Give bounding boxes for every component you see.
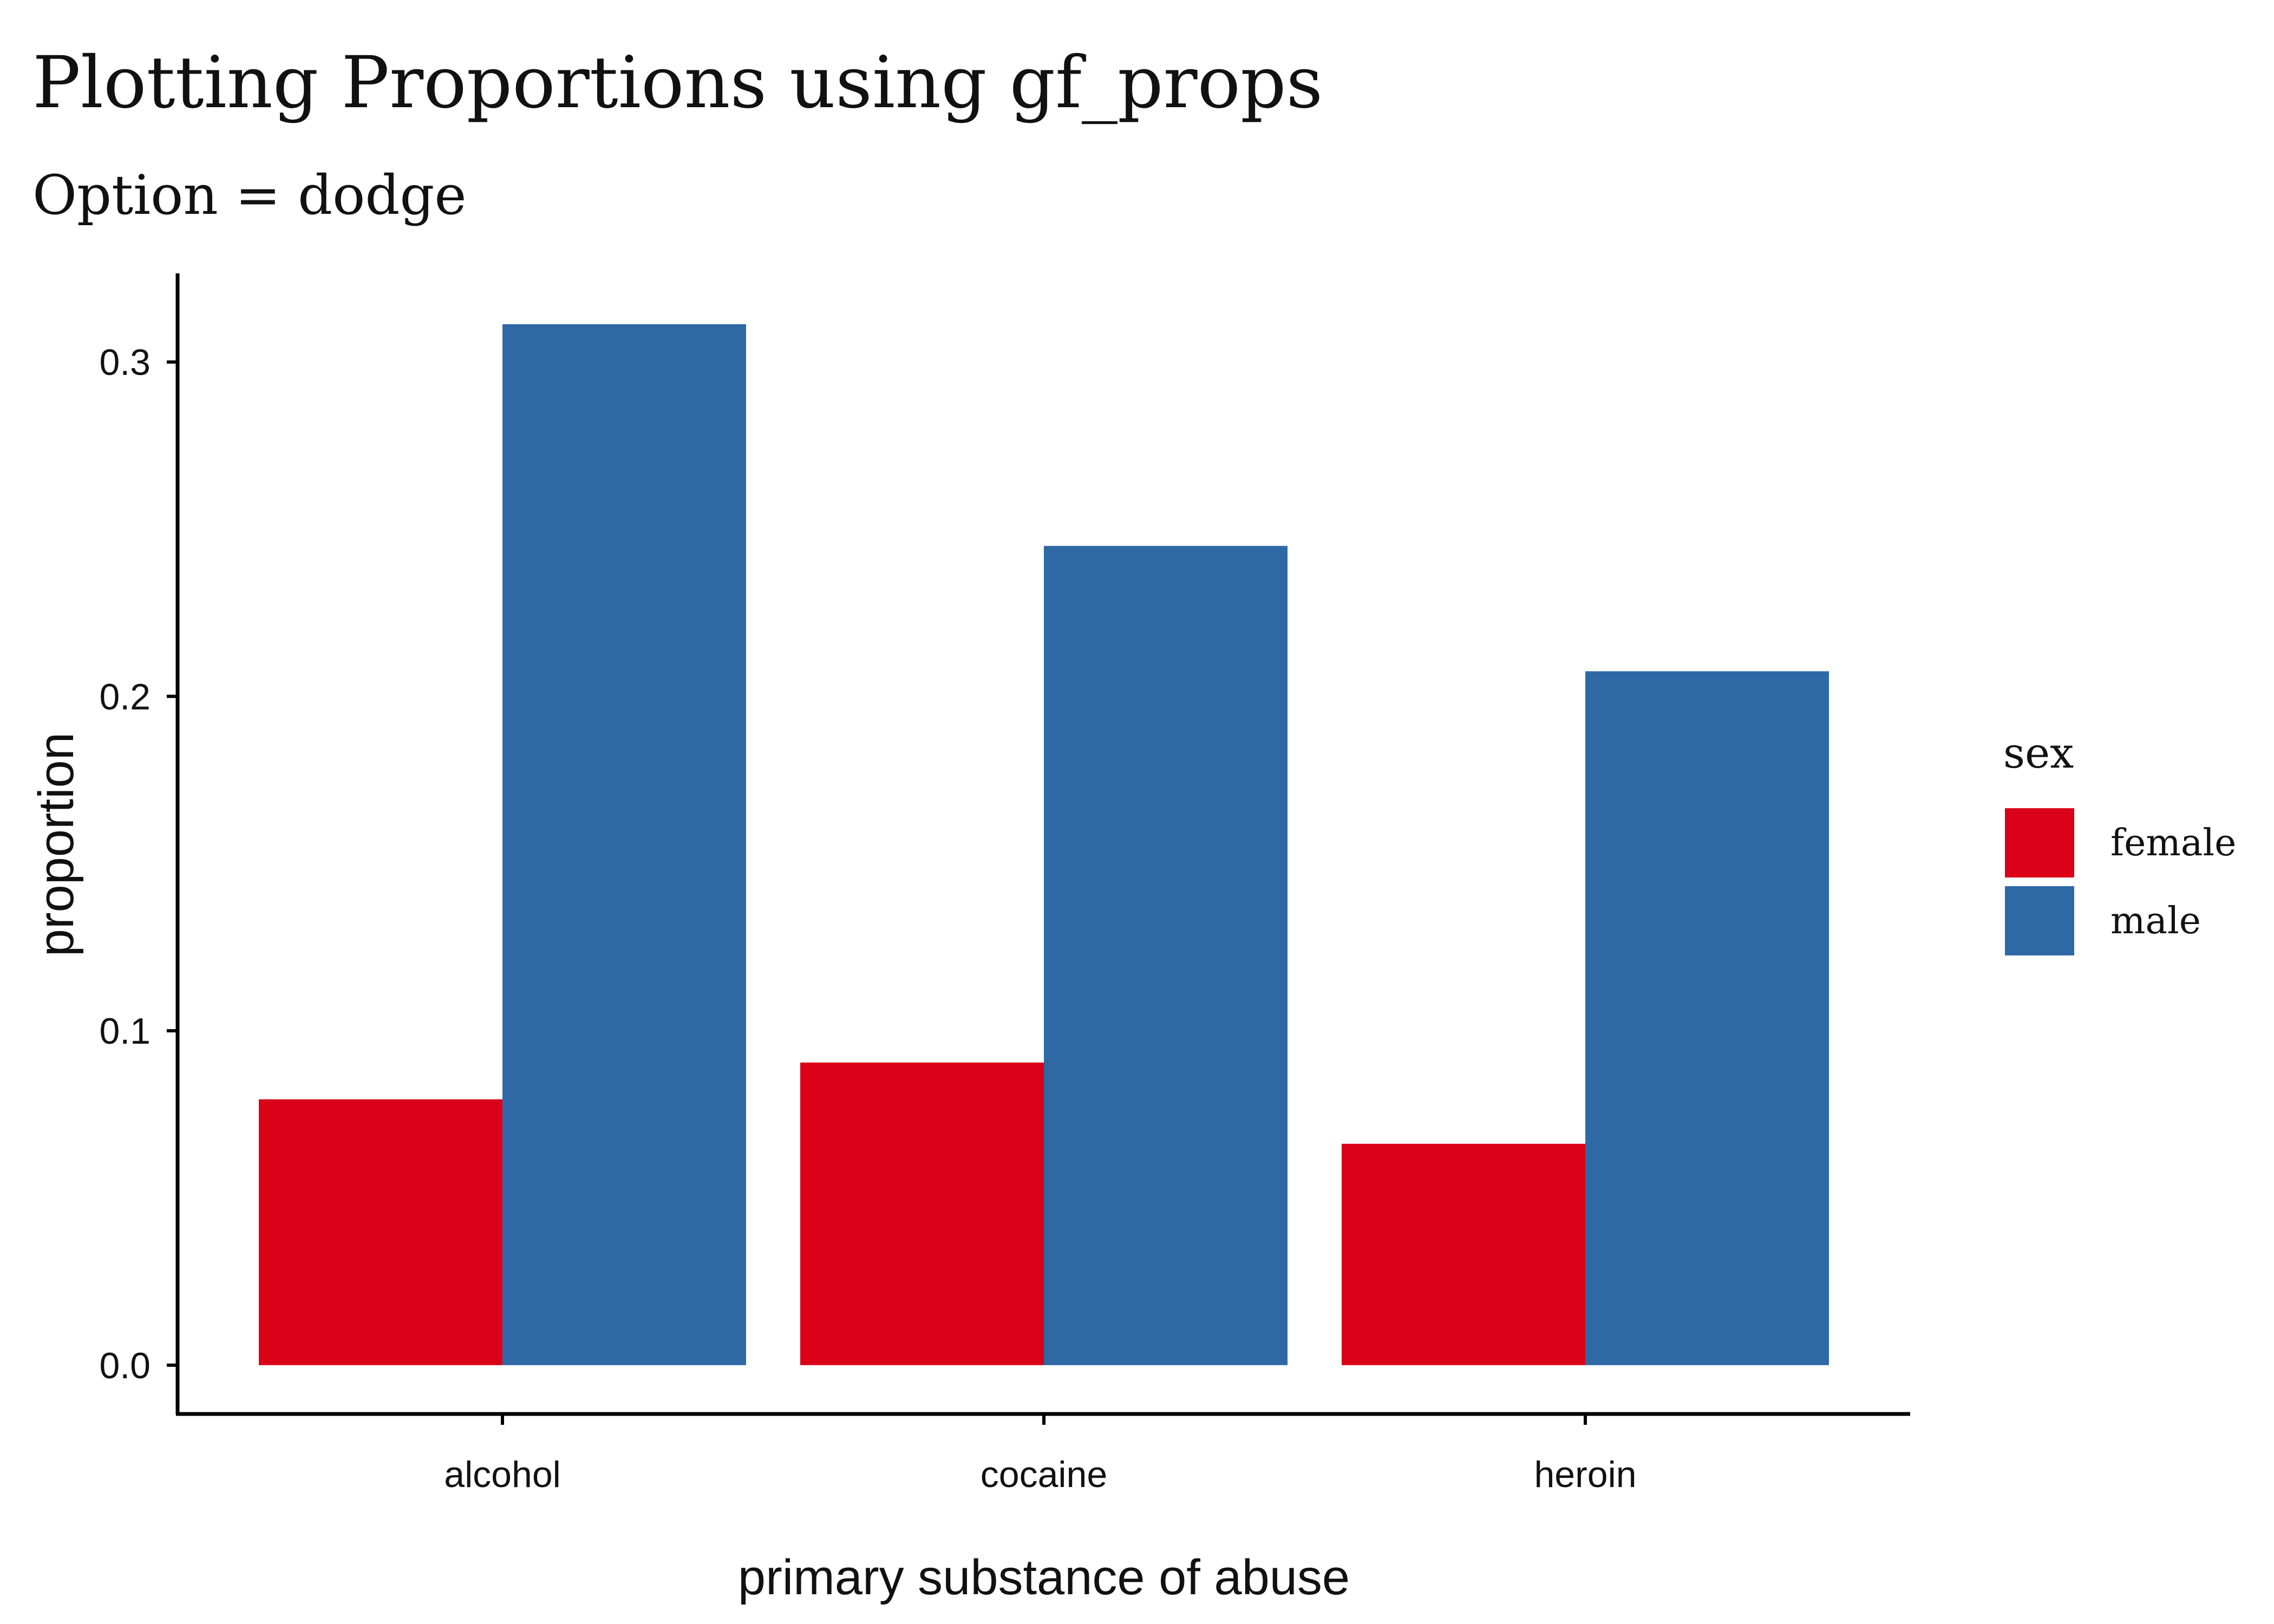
chart-subtitle: Option = dodge xyxy=(32,163,467,227)
bar-male-alcohol xyxy=(502,324,746,1365)
x-tick-label-cocaine: cocaine xyxy=(981,1454,1107,1495)
legend-label-female: female xyxy=(2110,822,2236,865)
legend-key-male xyxy=(2002,883,2077,959)
bar-female-heroin xyxy=(1342,1143,1585,1365)
y-axis-ticks: 0.0 0.1 0.2 0.3 xyxy=(99,342,178,1386)
bar-female-cocaine xyxy=(800,1062,1044,1365)
y-tick-label: 0.1 xyxy=(99,1011,151,1052)
x-tick-label-heroin: heroin xyxy=(1534,1454,1636,1495)
y-tick-label: 0.3 xyxy=(99,342,151,383)
y-tick-label: 0.0 xyxy=(99,1345,151,1386)
bar-male-heroin xyxy=(1585,671,1829,1365)
x-tick-label-alcohol: alcohol xyxy=(444,1454,561,1495)
legend-key-female xyxy=(2002,805,2077,881)
bar-male-cocaine xyxy=(1044,546,1288,1365)
legend: sex female male xyxy=(2002,729,2236,959)
y-tick-label: 0.2 xyxy=(99,676,151,717)
y-axis-label: proportion xyxy=(29,732,84,957)
legend-entries: female male xyxy=(2002,805,2236,959)
legend-label-male: male xyxy=(2110,900,2201,942)
legend-title: sex xyxy=(2003,729,2074,778)
bar-female-alcohol xyxy=(259,1099,502,1365)
x-axis-ticks: alcohol cocaine heroin xyxy=(444,1414,1637,1495)
chart-title: Plotting Proportions using gf_props xyxy=(32,41,1323,125)
plot-area xyxy=(259,324,1829,1365)
x-axis-label: primary substance of abuse xyxy=(738,1550,1350,1605)
